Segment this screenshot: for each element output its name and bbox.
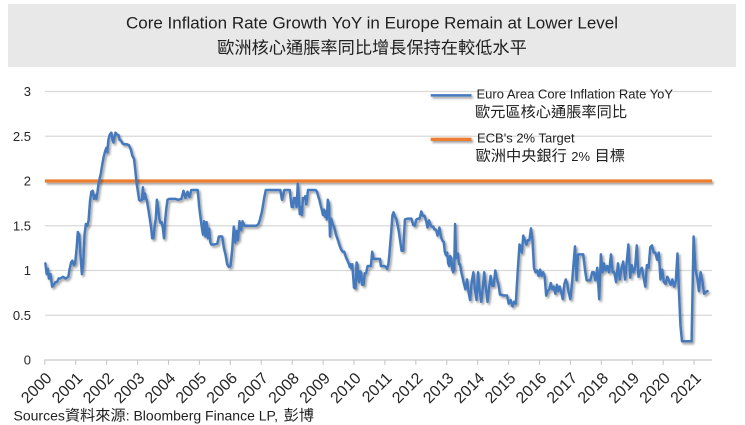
svg-text:1: 1 bbox=[24, 263, 31, 278]
svg-text:0.5: 0.5 bbox=[13, 308, 31, 323]
svg-text:2: 2 bbox=[24, 174, 31, 189]
svg-text:1.5: 1.5 bbox=[13, 218, 31, 233]
svg-text:2%: 2% bbox=[571, 149, 590, 164]
svg-text:Euro Area Core Inflation Rate: Euro Area Core Inflation Rate YoY bbox=[477, 87, 674, 102]
svg-text:: Bloomberg Finance LP,: : Bloomberg Finance LP, bbox=[126, 408, 278, 424]
svg-text:Sources: Sources bbox=[14, 408, 65, 424]
svg-text:2.5: 2.5 bbox=[13, 129, 31, 144]
svg-text:0: 0 bbox=[24, 353, 31, 368]
svg-text:ECB's 2% Target: ECB's 2% Target bbox=[477, 131, 575, 146]
svg-text:3: 3 bbox=[24, 84, 31, 99]
svg-text:Core Inflation Rate Growth YoY: Core Inflation Rate Growth YoY in Europe… bbox=[126, 14, 618, 33]
